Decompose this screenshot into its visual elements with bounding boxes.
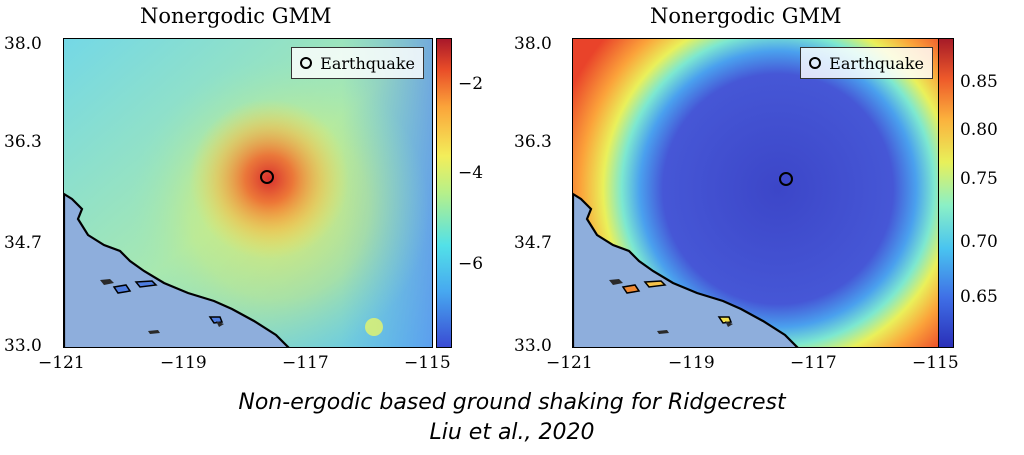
colorbar-tick-label: 0.80 xyxy=(960,120,998,140)
legend-label: Earthquake xyxy=(829,53,924,73)
y-tick-label: 34.7 xyxy=(4,233,42,253)
map-graphic xyxy=(64,39,432,347)
x-tick-label: −121 xyxy=(38,353,85,373)
map-panel-right: Nonergodic GMM xyxy=(512,0,1024,390)
y-tick-label: 33.0 xyxy=(4,336,42,356)
map-legend: Earthquake xyxy=(291,47,424,79)
figure-citation: Liu et al., 2020 xyxy=(429,420,595,445)
map-graphic xyxy=(573,39,941,347)
colorbar-tick-label: −2 xyxy=(458,74,484,94)
epicenter-marker xyxy=(260,170,274,184)
panel-title: Nonergodic GMM xyxy=(650,4,842,28)
x-tick-label: −115 xyxy=(912,353,959,373)
colorbar xyxy=(938,38,954,348)
map-area: Earthquake xyxy=(572,38,942,348)
earthquake-marker-icon xyxy=(300,57,313,69)
y-tick-label: 33.0 xyxy=(514,336,552,356)
colorbar-tick-label: −6 xyxy=(458,254,484,274)
epicenter-marker xyxy=(779,172,793,186)
y-tick-label: 38.0 xyxy=(4,34,42,54)
legend-label: Earthquake xyxy=(320,53,415,73)
x-tick-label: −117 xyxy=(790,353,837,373)
colorbar-tick-label: 0.65 xyxy=(960,287,998,307)
colorbar-tick-label: 0.70 xyxy=(960,232,998,252)
x-tick-label: −119 xyxy=(668,353,715,373)
colorbar-tick-label: −4 xyxy=(458,163,484,183)
x-tick-label: −115 xyxy=(404,353,451,373)
map-legend: Earthquake xyxy=(800,47,933,79)
x-tick-label: −117 xyxy=(282,353,329,373)
colorbar-tick-label: 0.75 xyxy=(960,169,998,189)
map-panel-left: Nonergodic GMM xyxy=(0,0,512,390)
panel-title: Nonergodic GMM xyxy=(140,4,332,28)
earthquake-marker-icon xyxy=(809,57,822,69)
x-tick-label: −121 xyxy=(546,353,593,373)
y-tick-label: 34.7 xyxy=(514,233,552,253)
colorbar-tick-label: 0.85 xyxy=(960,72,998,92)
y-tick-label: 38.0 xyxy=(514,34,552,54)
colorbar xyxy=(436,38,452,348)
map-area: Earthquake xyxy=(63,38,433,348)
y-tick-label: 36.3 xyxy=(514,132,552,152)
figure-caption: Non-ergodic based ground shaking for Rid… xyxy=(238,390,786,415)
x-tick-label: −119 xyxy=(160,353,207,373)
y-tick-label: 36.3 xyxy=(4,132,42,152)
